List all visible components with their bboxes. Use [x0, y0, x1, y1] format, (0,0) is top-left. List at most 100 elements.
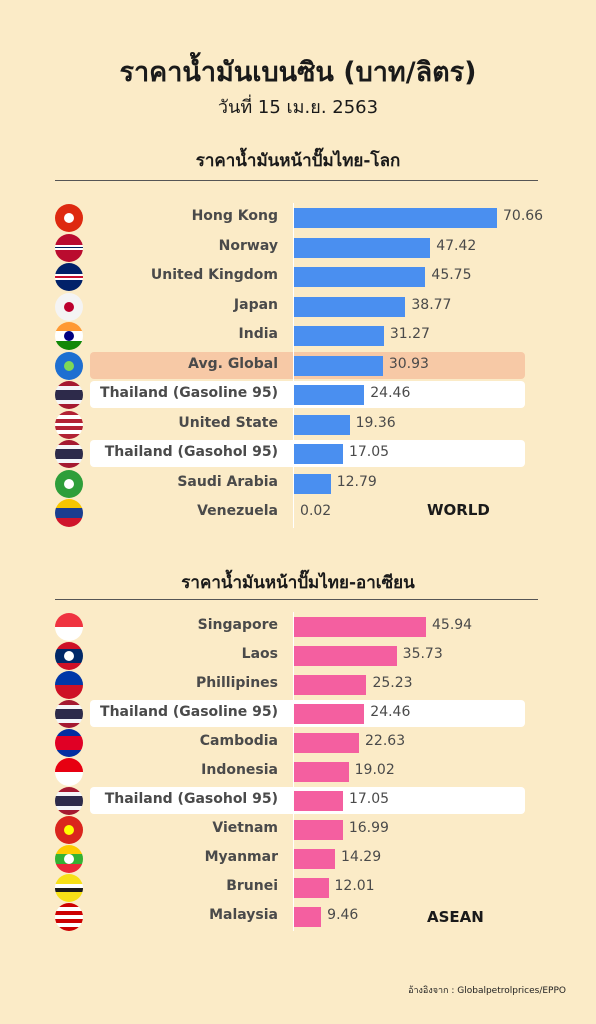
- brunei-flag-icon: [55, 874, 83, 902]
- category-label: Indonesia: [201, 762, 278, 778]
- value-label: 19.02: [354, 762, 395, 778]
- chart-row: Phillipines 25.23: [0, 670, 596, 700]
- category-label: Myanmar: [204, 849, 278, 865]
- cambodia-flag-icon: [55, 729, 83, 757]
- bar: [294, 326, 384, 346]
- bar: [294, 733, 360, 753]
- venezuela-flag-icon: [55, 499, 83, 527]
- chart-row: United Kingdom 45.75: [0, 262, 596, 292]
- world-section-divider: [55, 180, 538, 181]
- category-label: Vietnam: [212, 820, 278, 836]
- bar: [294, 473, 331, 494]
- category-label: Thailand (Gasoline 95): [100, 385, 278, 401]
- hong-kong-flag-icon: [55, 204, 83, 232]
- value-label: 17.05: [348, 791, 390, 807]
- bar: [294, 646, 397, 666]
- myanmar-flag-icon: [55, 845, 83, 873]
- malaysia-flag-icon: [55, 903, 83, 931]
- category-label: Laos: [241, 646, 278, 662]
- bar: [294, 208, 497, 228]
- usa-flag-icon: [55, 410, 83, 439]
- singapore-flag-icon: [55, 613, 83, 641]
- bar: [294, 296, 406, 317]
- chart-row: Vietnam 16.99: [0, 815, 596, 845]
- bar: [294, 762, 349, 782]
- globe-icon: [55, 351, 83, 380]
- category-label: United Kingdom: [150, 267, 278, 283]
- chart-row: Brunei 12.01: [0, 873, 596, 903]
- value-label: 12.01: [334, 878, 375, 894]
- bar: [294, 791, 343, 811]
- value-label: 22.63: [365, 733, 406, 749]
- bar: [294, 617, 426, 637]
- value-label: 30.93: [388, 355, 429, 372]
- bar: [294, 267, 426, 287]
- chart-row: Singapore 45.94: [0, 612, 596, 642]
- thailand-flag-icon: [55, 787, 83, 815]
- value-label: 24.46: [370, 385, 411, 401]
- chart-row: Myanmar 14.29: [0, 844, 596, 874]
- world-section-title: ราคาน้ำมันหน้าปั๊มไทย-โลก: [195, 151, 401, 171]
- category-label: Thailand (Gasoline 95): [100, 704, 278, 720]
- vietnam-flag-icon: [55, 816, 83, 844]
- laos-flag-icon: [55, 642, 83, 670]
- thailand-flag-icon: [55, 700, 83, 728]
- chart-row: Norway 47.42: [0, 233, 596, 263]
- chart-row: India 31.27: [0, 321, 596, 351]
- asean-tag: ASEAN: [427, 908, 484, 926]
- category-label: United State: [178, 414, 278, 431]
- chart-row: Saudi Arabia 12.79: [0, 469, 596, 499]
- value-label: 14.29: [341, 849, 382, 865]
- chart-row: Malaysia 9.46: [0, 902, 596, 932]
- category-label: Thailand (Gasohol 95): [104, 791, 278, 807]
- chart-row: Indonesia 19.02: [0, 757, 596, 787]
- chart-row: Cambodia 22.63: [0, 728, 596, 758]
- category-label: Japan: [233, 296, 278, 313]
- bar: [294, 820, 343, 840]
- chart-row: Japan 38.77: [0, 292, 596, 322]
- value-label: 25.23: [372, 675, 413, 691]
- chart-row: Hong Kong 70.66: [0, 203, 596, 233]
- saudi-arabia-flag-icon: [55, 469, 83, 498]
- source-note: อ้างอิงจาก : Globalpetrolprices/EPPO: [408, 986, 566, 996]
- norway-flag-icon: [55, 233, 83, 262]
- world-tag: WORLD: [427, 501, 490, 519]
- category-label: Thailand (Gasohol 95): [104, 444, 278, 460]
- category-label: Hong Kong: [191, 208, 278, 224]
- bar: [294, 237, 431, 258]
- value-label: 38.77: [411, 296, 452, 313]
- bar: [294, 385, 365, 405]
- category-label: Malaysia: [209, 907, 278, 923]
- category-label: Avg. Global: [188, 355, 278, 372]
- japan-flag-icon: [55, 292, 83, 321]
- bar: [294, 849, 336, 869]
- chart-axis: [293, 203, 294, 528]
- page-subtitle: วันที่ 15 เม.ย. 2563: [217, 97, 379, 118]
- philippines-flag-icon: [55, 671, 83, 699]
- bar: [294, 444, 343, 464]
- bar: [294, 878, 329, 898]
- indonesia-flag-icon: [55, 758, 83, 786]
- bar: [294, 355, 383, 376]
- category-label: India: [238, 326, 278, 342]
- chart-row: United State 19.36: [0, 410, 596, 440]
- thailand-flag-icon: [55, 381, 83, 409]
- asean-section-title: ราคาน้ำมันหน้าปั๊มไทย-อาเซียน: [181, 573, 415, 593]
- category-label: Venezuela: [197, 503, 278, 519]
- category-label: Phillipines: [195, 675, 278, 691]
- value-label: 19.36: [355, 414, 396, 431]
- bar: [294, 704, 365, 724]
- india-flag-icon: [55, 322, 83, 350]
- value-label: 45.75: [431, 267, 472, 283]
- chart-row: Thailand (Gasoline 95) 24.46: [0, 380, 596, 410]
- value-label: 12.79: [336, 473, 377, 490]
- value-label: 70.66: [503, 208, 544, 224]
- chart-row: Avg. Global 30.93: [0, 351, 596, 381]
- uk-flag-icon: [55, 263, 83, 291]
- asean-section-divider: [55, 599, 538, 600]
- bar: [294, 907, 322, 927]
- value-label: 9.46: [327, 907, 359, 923]
- value-label: 47.42: [436, 237, 477, 254]
- chart-row: Laos 35.73: [0, 641, 596, 671]
- category-label: Norway: [218, 237, 278, 254]
